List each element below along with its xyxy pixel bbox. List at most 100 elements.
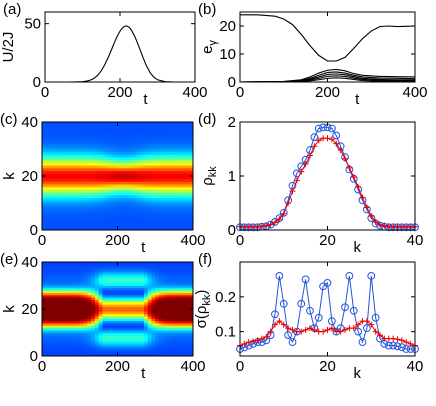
heatmap-cell (174, 323, 179, 326)
heatmap-cell (125, 127, 130, 131)
heatmap-cell (49, 122, 54, 126)
heatmap-cell (60, 337, 66, 340)
heatmap-cell (189, 283, 194, 286)
heatmap-cell (136, 221, 141, 225)
heatmap-cell (162, 330, 167, 333)
heatmap-cell (143, 276, 149, 279)
heatmap-cell (49, 334, 54, 338)
heatmap-cell (53, 285, 58, 289)
heatmap-cell (143, 170, 149, 174)
heatmap-cell (170, 341, 175, 345)
heatmap-cell (53, 176, 58, 180)
heatmap-cell (79, 227, 84, 231)
heatmap-cell (147, 276, 152, 279)
heatmap-cell (68, 344, 73, 347)
heatmap-cell (170, 269, 175, 272)
heatmap-cell (147, 304, 152, 308)
heatmap-cell (151, 176, 156, 180)
heatmap-cell (143, 323, 149, 326)
heatmap-cell (42, 306, 47, 310)
heatmap-cell (117, 173, 122, 177)
heatmap-cell (102, 151, 107, 155)
heatmap-cell (68, 159, 73, 163)
heatmap-cell (170, 276, 175, 279)
heatmap-cell (94, 157, 100, 161)
heatmap-cell (72, 297, 77, 300)
heatmap-cell (109, 227, 115, 231)
heatmap-cell (181, 162, 186, 166)
heatmap-cell (162, 157, 167, 161)
heatmap-cell (170, 132, 175, 136)
heatmap-cell (159, 306, 164, 310)
heatmap-cell (68, 294, 73, 298)
heatmap-cell (102, 266, 107, 270)
heatmap-cell (57, 271, 62, 275)
heatmap-cell (151, 192, 156, 196)
heatmap-cell (159, 273, 164, 277)
heatmap-cell (132, 143, 137, 147)
heatmap-cell (181, 178, 186, 182)
heatmap-cell (109, 165, 115, 169)
heatmap-cell (57, 216, 62, 220)
heatmap-cell (174, 170, 179, 174)
heatmap-cell (83, 316, 88, 319)
heatmap-cell (151, 130, 156, 134)
heatmap-cell (113, 165, 118, 169)
heatmap-cell (155, 203, 160, 207)
heatmap-cell (49, 290, 54, 293)
heatmap-cell (155, 294, 160, 298)
heatmap-cell (113, 269, 118, 272)
heatmap-cell (170, 211, 175, 215)
heatmap-cell (60, 320, 66, 324)
heatmap-cell (132, 273, 137, 277)
heatmap-cell (117, 186, 122, 190)
heatmap-cell (174, 173, 179, 177)
heatmap-cell (79, 157, 84, 161)
heatmap-cell (147, 122, 152, 126)
heatmap-cell (162, 181, 167, 185)
heatmap-cell (136, 309, 141, 312)
heatmap-cell (87, 278, 92, 282)
heatmap-cell (132, 294, 137, 298)
heatmap-cell (189, 122, 194, 126)
heatmap-cell (91, 130, 96, 134)
heatmap-cell (162, 186, 167, 190)
heatmap-cell (136, 143, 141, 147)
heatmap-cell (53, 290, 58, 293)
heatmap-cell (121, 216, 126, 220)
heatmap-cell (72, 200, 77, 204)
heatmap-cell (189, 264, 194, 268)
heatmap-cell (87, 339, 92, 343)
heatmap-cell (106, 132, 111, 136)
heatmap-cell (189, 213, 194, 217)
heatmap-cell (60, 157, 66, 161)
heatmap-cell (174, 181, 179, 185)
heatmap-cell (185, 306, 190, 310)
heatmap-cell (98, 283, 103, 286)
heatmap-cell (113, 162, 118, 166)
heatmap-cell (155, 316, 160, 319)
heatmap-cell (49, 304, 54, 308)
heatmap-cell (140, 332, 145, 336)
heatmap-cell (68, 130, 73, 134)
heatmap-cell (159, 285, 164, 289)
heatmap-cell (140, 287, 145, 291)
heatmap-cell (87, 264, 92, 268)
heatmap-cell (53, 301, 58, 305)
heatmap-cell (53, 330, 58, 333)
heatmap-cell (72, 162, 77, 166)
heatmap-cell (94, 332, 100, 336)
heatmap-cell (75, 309, 81, 312)
heatmap-cell (75, 170, 81, 174)
heatmap-cell (170, 271, 175, 275)
heatmap-cell (91, 285, 96, 289)
heatmap-cell (170, 278, 175, 282)
heatmap-cell (64, 337, 69, 340)
heatmap-cell (125, 219, 130, 223)
heatmap-cell (42, 221, 47, 225)
heatmap-cell (140, 157, 145, 161)
heatmap-cell (83, 143, 88, 147)
heatmap-cell (136, 266, 141, 270)
heatmap-cell (181, 306, 186, 310)
heatmap-cell (45, 332, 50, 336)
